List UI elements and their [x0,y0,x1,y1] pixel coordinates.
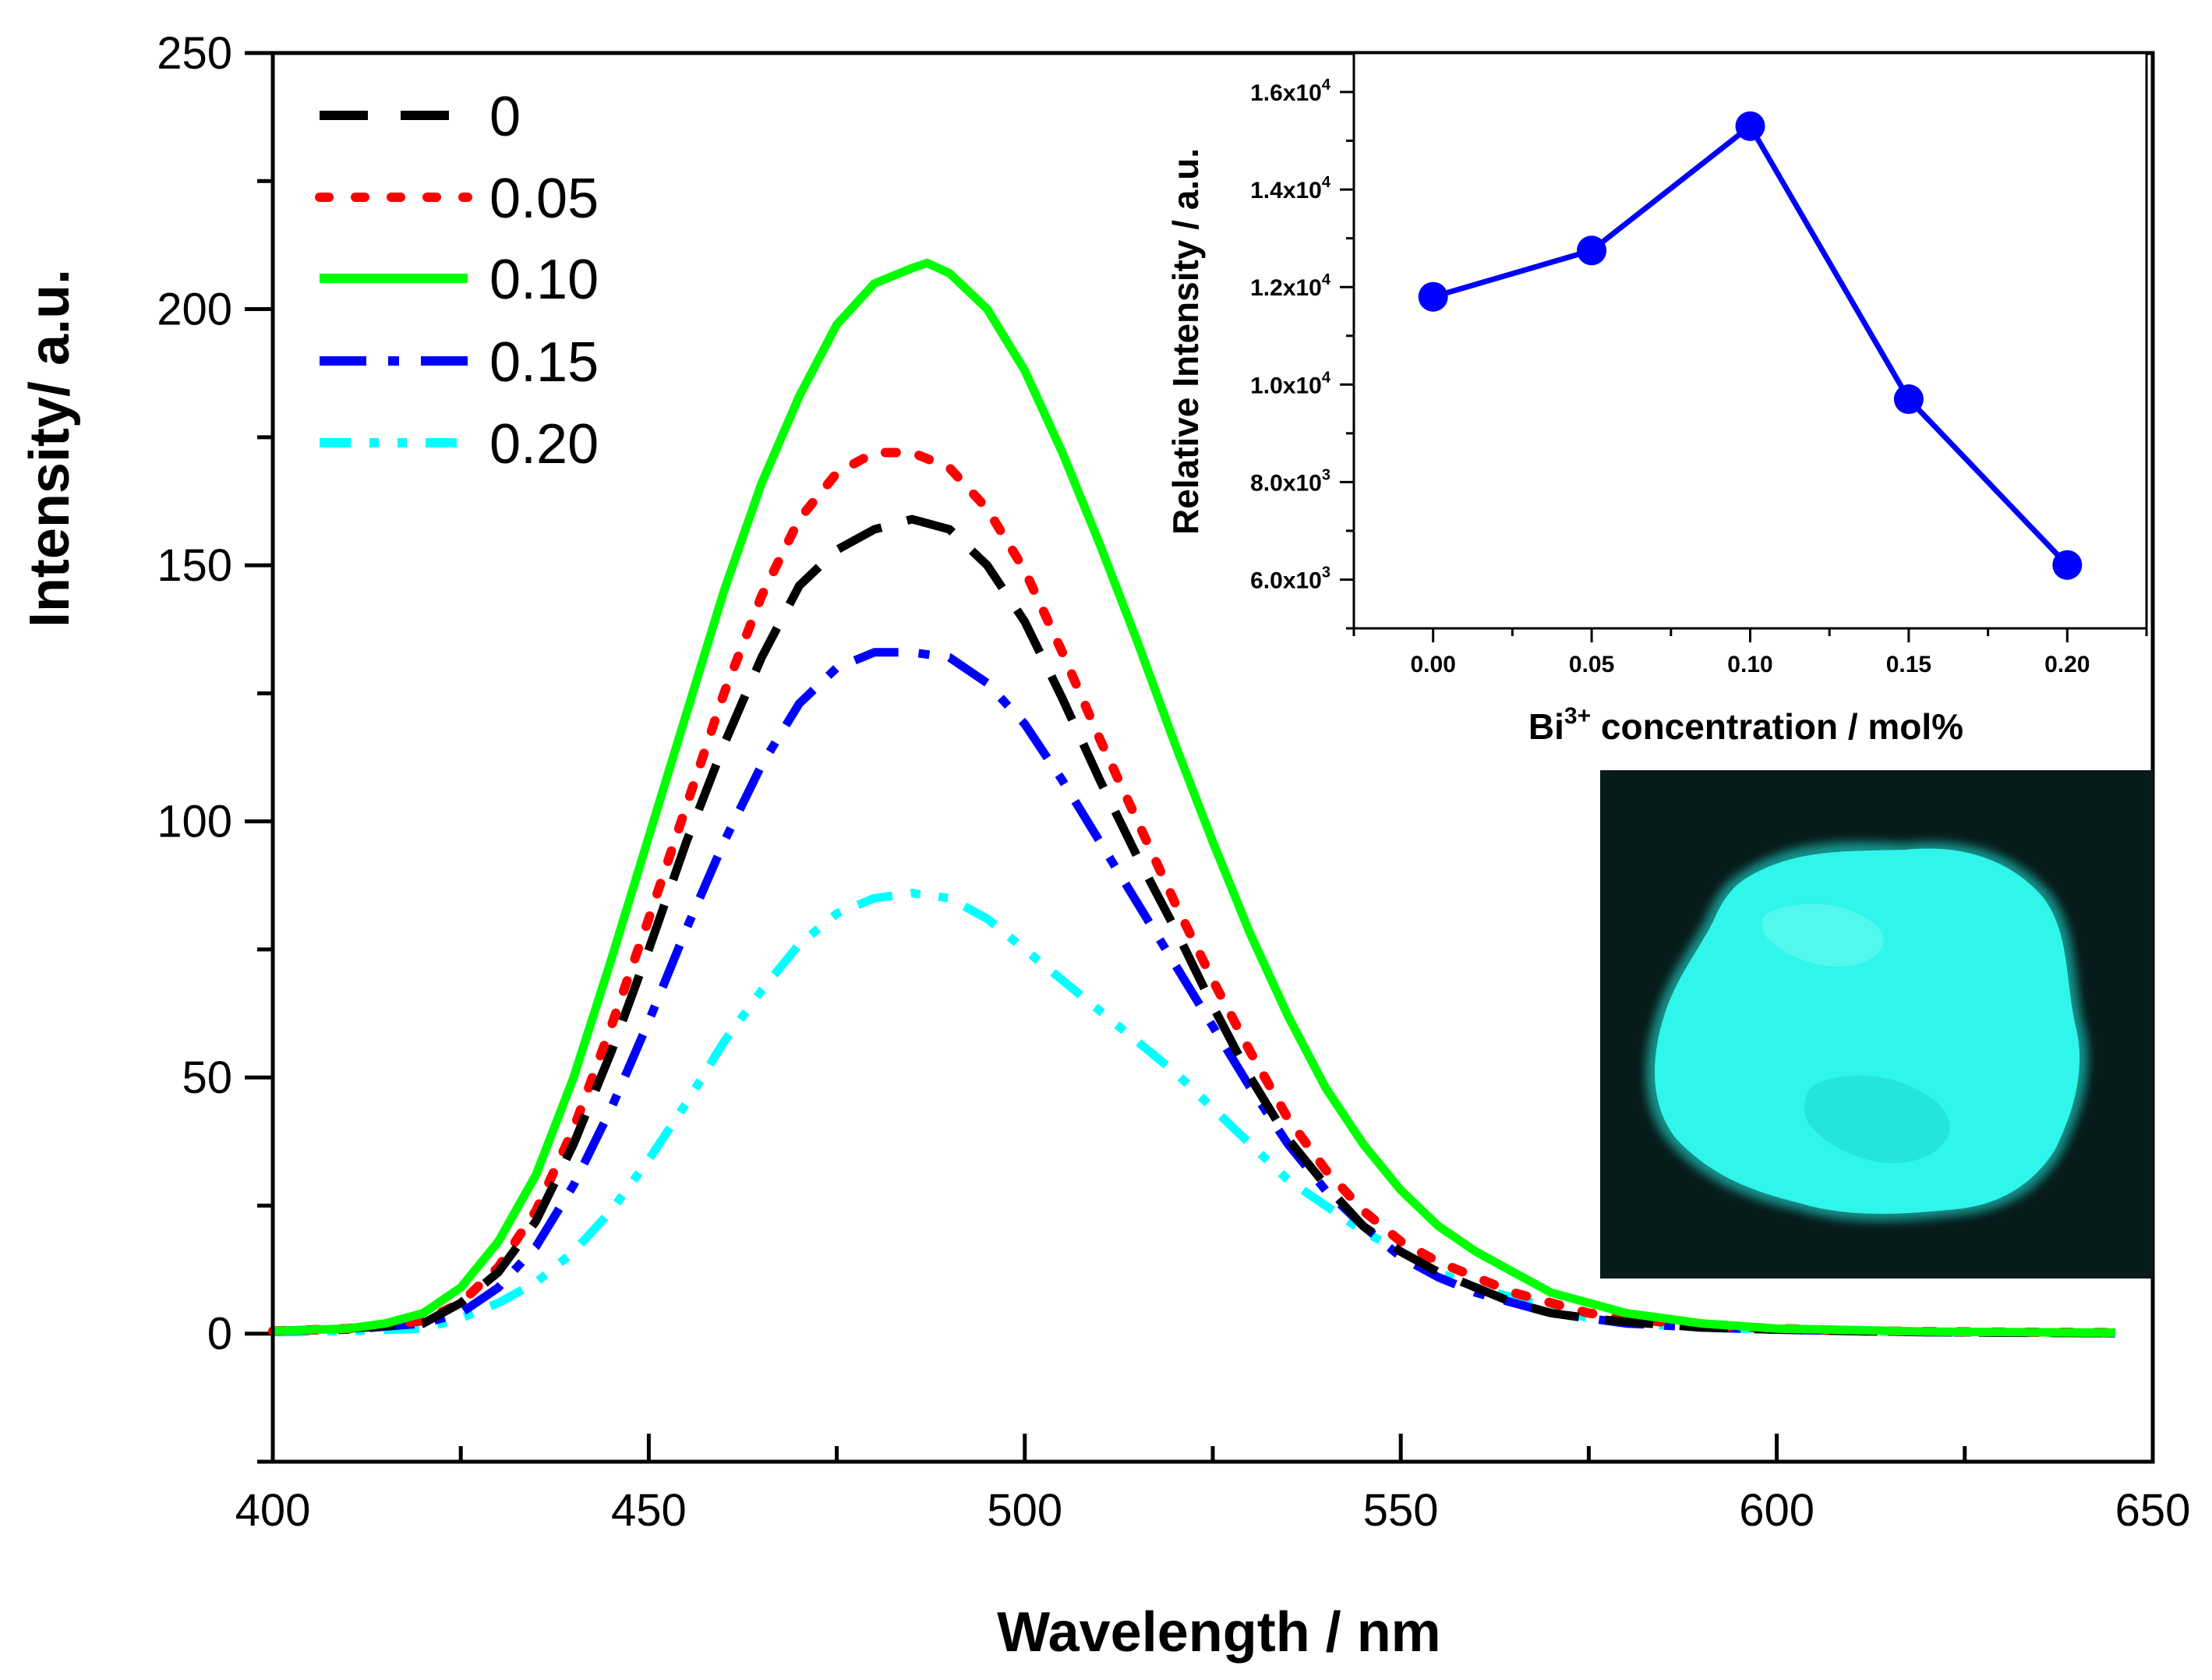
inset-x-tick-label: 0.00 [1411,652,1456,677]
series-line-0 [272,515,2115,1338]
inset-xlabel-rest: concentration / mol% [1591,706,1963,747]
inset-x-axis-title: Bi3+ concentration / mol% [1528,703,1963,747]
inset-y-tick-exponent: 4 [1322,271,1331,288]
inset-y-tick-exponent: 4 [1322,369,1331,386]
inset-data-point [1735,111,1765,141]
inset-y-tick-mantissa: 6.0x10 [1250,568,1322,593]
y-tick-label: 250 [157,28,232,79]
inset-data-point [2052,550,2083,580]
x-axis-title: Wavelength / nm [997,1601,1440,1664]
series-line-0.10 [272,258,2115,1337]
series-line-0.05 [268,447,2120,1338]
main-series-group [268,258,2120,1338]
powder-shading [1761,904,1884,967]
legend-label: 0.10 [489,249,599,311]
inset-x-tick-label: 0.05 [1569,652,1614,677]
inset-x-tick-label: 0.15 [1886,652,1931,677]
series-line-0.15 [272,648,2115,1338]
legend-label: 0.05 [489,168,599,230]
main-frame [270,51,2155,1464]
main-axes: 400 450 500 550 600 650 0 50 100 150 200 250 [157,28,2190,1536]
legend-label: 0 [489,86,521,148]
inset-y-tick-exponent: 3 [1322,564,1330,581]
inset-y-tick-mantissa: 1.4x10 [1250,178,1322,203]
x-tick-label: 400 [235,1485,311,1536]
inset-y-axis-title: Relative Intensity / a.u. [1165,148,1206,535]
inset-background [1354,53,2147,628]
inset-y-tick-exponent: 4 [1322,174,1331,191]
y-tick-label: 50 [182,1052,232,1103]
inset-y-tick-label: 1.2x104 [1250,271,1331,301]
inset-series-group [1418,111,2083,580]
inset-y-tick-mantissa: 1.2x10 [1250,275,1322,301]
legend-label: 0.20 [489,413,599,476]
inset-axes: 0.00 0.05 0.10 0.15 0.206.0x1038.0x1031.0x10… [1250,51,2148,677]
y-tick-label: 150 [157,540,232,591]
inset-x-tick-label: 0.10 [1727,652,1772,677]
inset-data-point [1418,281,1448,312]
inset-y-tick-label: 1.4x104 [1250,174,1331,203]
inset-y-tick-mantissa: 1.0x10 [1250,373,1322,398]
x-tick-label: 600 [1739,1485,1814,1536]
x-tick-label: 500 [987,1485,1062,1536]
inset-x-tick-label: 0.20 [2044,652,2090,677]
inset-y-tick-mantissa: 8.0x10 [1250,470,1322,496]
series-line-0.20 [272,889,2115,1338]
y-tick-label: 100 [157,797,232,847]
powder-shading [1804,1075,1950,1163]
legend-label: 0.15 [489,331,599,394]
inset-y-tick-label: 1.6x104 [1250,76,1331,106]
inset-y-tick-exponent: 3 [1322,466,1330,483]
inset-xlabel-superscript: 3+ [1564,703,1591,729]
inset-data-point [1577,235,1607,266]
y-tick-label: 0 [207,1309,232,1360]
x-tick-label: 550 [1363,1485,1439,1536]
inset-y-tick-mantissa: 1.6x10 [1250,80,1322,106]
inset-y-tick-label: 8.0x103 [1250,466,1330,496]
inset-data-point [1893,384,1924,415]
inset-y-tick-exponent: 4 [1322,76,1331,94]
phosphor-powder-photo [1600,770,2153,1279]
x-tick-label: 450 [611,1485,687,1536]
plot-frame [270,51,2155,1464]
x-tick-label: 650 [2115,1485,2191,1536]
inset-xlabel-base: Bi [1528,706,1564,747]
legend: 0 0.05 0.10 0.15 0.20 [315,86,599,476]
inset-y-tick-label: 6.0x103 [1250,564,1330,593]
y-tick-label: 200 [157,285,232,335]
y-axis-title: Intensity/ a.u. [19,269,81,628]
powder-body [1654,848,2080,1214]
inset-y-tick-label: 1.0x104 [1250,369,1331,398]
